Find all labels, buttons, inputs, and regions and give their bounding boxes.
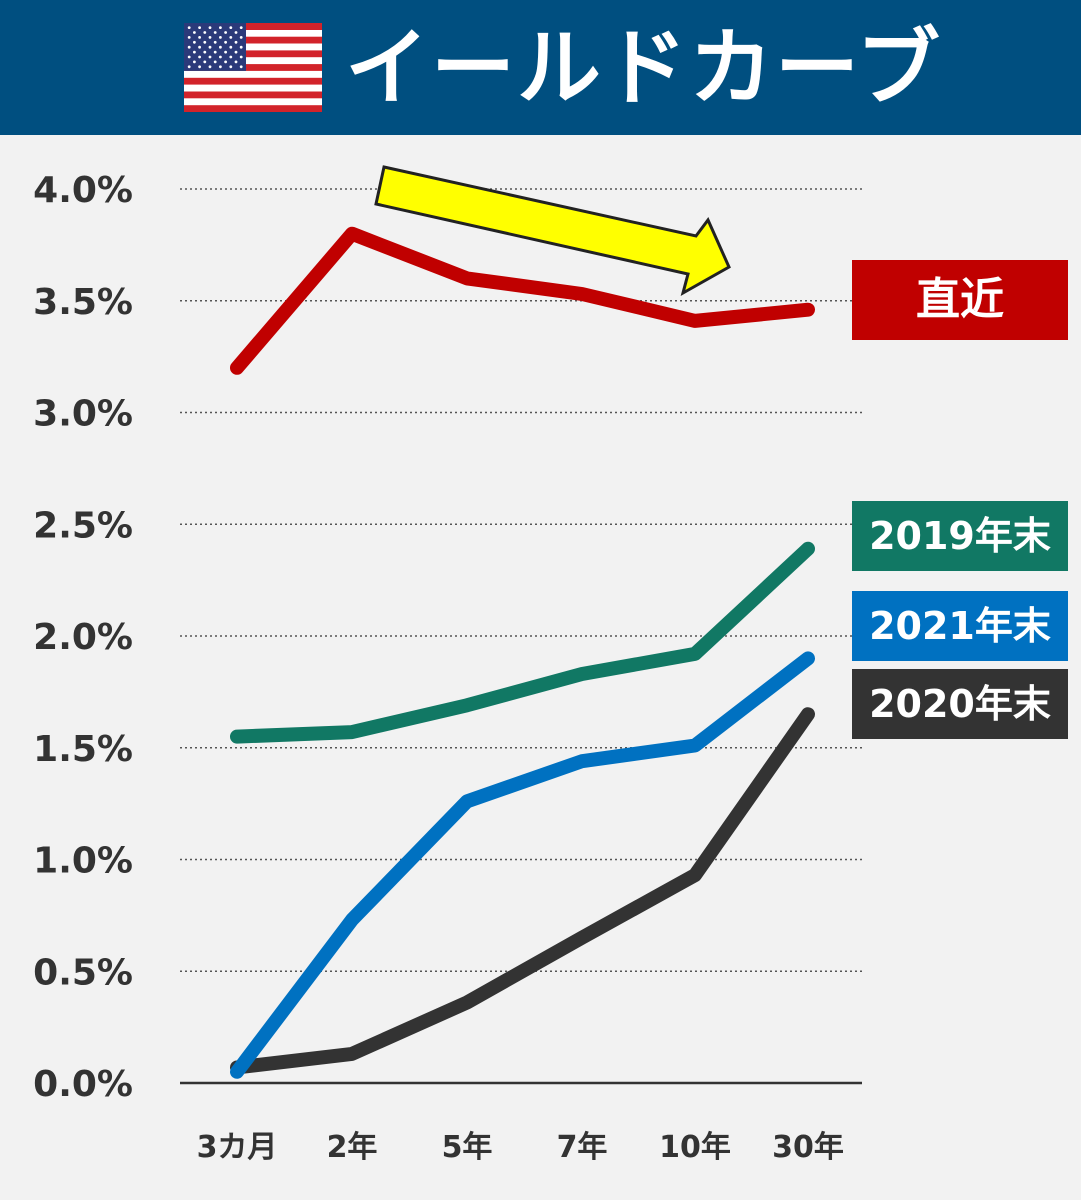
flag-star	[208, 26, 212, 29]
y-tick-label: 3.0%	[33, 394, 133, 435]
flag-star	[219, 45, 222, 49]
flag-star	[198, 45, 201, 49]
x-tick-label: 30年	[772, 1130, 844, 1165]
flag-star	[229, 55, 233, 59]
flag-star	[224, 31, 227, 34]
flag-star	[239, 36, 243, 39]
y-tick-label: 4.0%	[33, 170, 133, 211]
flag-star	[203, 40, 207, 44]
flag-star	[229, 65, 233, 69]
flag-star	[229, 36, 233, 39]
flag-star	[219, 26, 222, 29]
flag-star	[203, 50, 207, 54]
y-tick-label: 0.0%	[33, 1064, 133, 1105]
flag-star	[198, 26, 201, 29]
trend-arrow	[374, 165, 731, 297]
x-tick-label: 7年	[557, 1130, 608, 1165]
flag-star	[208, 36, 212, 39]
flag-star	[187, 55, 191, 59]
us-flag-icon	[184, 23, 322, 112]
y-tick-label: 1.0%	[33, 841, 133, 882]
flag-star	[234, 31, 238, 34]
flag-star	[213, 31, 217, 34]
flag-star	[224, 50, 227, 54]
y-tick-label: 0.5%	[33, 952, 133, 993]
flag-star	[224, 60, 227, 64]
series-line-recent	[230, 226, 815, 375]
x-tick-label: 10年	[659, 1130, 731, 1165]
flag-star	[234, 50, 238, 54]
flag-star	[208, 65, 212, 69]
flag-star	[208, 55, 212, 59]
series-line-2020	[230, 707, 815, 1075]
flag-star	[213, 60, 217, 64]
flag-star	[229, 45, 233, 49]
flag-star	[213, 40, 217, 44]
series-line-2021	[230, 651, 815, 1079]
x-tick-label: 2年	[327, 1130, 378, 1165]
flag-star	[213, 50, 217, 54]
x-axis-ticks: 3カ月 2年 5年 7年 10年 30年	[197, 1130, 844, 1165]
flag-star	[198, 36, 201, 39]
flag-star	[224, 40, 227, 44]
flag-star	[239, 45, 243, 49]
flag-star	[193, 60, 196, 64]
header-bar: イールドカーブ	[0, 0, 1081, 135]
flag-star	[229, 26, 233, 29]
flag-star	[239, 55, 243, 59]
page-title: イールドカーブ	[345, 19, 942, 117]
flag-star	[208, 45, 212, 49]
flag-star	[193, 31, 196, 34]
legend-label-recent: 直近	[852, 260, 1068, 340]
x-tick-label: 3カ月	[197, 1130, 278, 1165]
legend-label-2020: 2020年末	[852, 669, 1068, 739]
flag-star	[193, 50, 196, 54]
y-axis-ticks: 0.0% 0.5% 1.0% 1.5% 2.0% 2.5% 3.0% 3.5% 4.0%	[33, 170, 133, 1105]
flag-star	[203, 31, 207, 34]
flag-star	[239, 65, 243, 69]
flag-star	[198, 55, 201, 59]
y-tick-label: 2.5%	[33, 505, 133, 546]
trend-arrow-shape	[374, 165, 731, 297]
flag-star	[187, 36, 191, 39]
flag-star	[239, 26, 243, 29]
y-tick-label: 1.5%	[33, 729, 133, 770]
flag-star	[187, 26, 191, 29]
x-tick-label: 5年	[442, 1130, 493, 1165]
flag-star	[187, 65, 191, 69]
flag-star	[234, 60, 238, 64]
y-tick-label: 3.5%	[33, 282, 133, 323]
legend-label-2019: 2019年末	[852, 501, 1068, 571]
flag-star	[219, 36, 222, 39]
legend-label-2021: 2021年末	[852, 591, 1068, 661]
flag-star	[187, 45, 191, 49]
series-lines	[230, 226, 815, 1079]
flag-star	[198, 65, 201, 69]
flag-star	[219, 65, 222, 69]
series-line-2019	[230, 541, 815, 744]
flag-star	[219, 55, 222, 59]
y-tick-label: 2.0%	[33, 617, 133, 658]
flag-star	[234, 40, 238, 44]
flag-star	[203, 60, 207, 64]
flag-star	[193, 40, 196, 44]
